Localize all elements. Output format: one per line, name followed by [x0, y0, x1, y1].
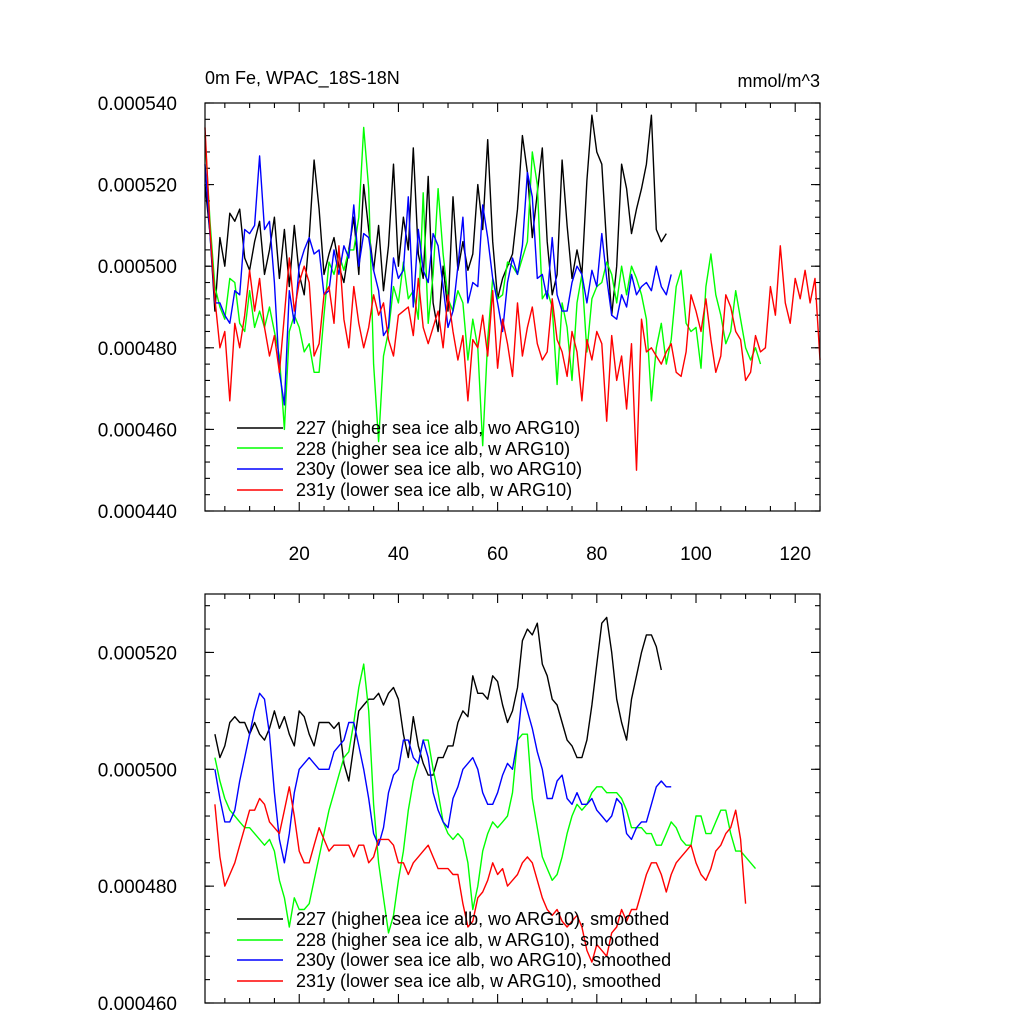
bottom-plot-frame	[204, 593, 821, 1004]
y-tick-label: 0.000500	[98, 760, 177, 781]
legend-label-228-smoothed: 228 (higher sea ice alb, w ARG10), smoot…	[296, 930, 659, 950]
units-label: mmol/m^3	[738, 71, 820, 91]
x-tick-label: 40	[388, 544, 409, 565]
series-line-1	[214, 616, 662, 782]
series-line-2	[214, 663, 757, 934]
series-line-4	[204, 127, 821, 471]
x-tick-label: 100	[680, 544, 712, 565]
x-tick-label: 120	[779, 544, 811, 565]
legend-label-230y: 230y (lower sea ice alb, wo ARG10)	[296, 459, 582, 479]
chart-title: 0m Fe, WPAC_18S-18N	[205, 68, 400, 89]
series-line-3	[214, 692, 672, 864]
y-tick-label: 0.000480	[98, 339, 177, 360]
legend-label-231y: 231y (lower sea ice alb, w ARG10)	[296, 480, 572, 500]
legend-label-227: 227 (higher sea ice alb, wo ARG10)	[296, 418, 580, 438]
bottom-axis-ticks: 0.000460 0.000480 0.000500 0.000520	[98, 594, 821, 1015]
y-tick-label: 0.000440	[98, 502, 177, 523]
series-line-4	[214, 786, 747, 963]
top-axis-ticks: 0.000440 0.000460 0.000480 0.000500 0.000520…	[98, 94, 821, 565]
bottom-series-group	[214, 616, 757, 963]
x-tick-label: 20	[289, 544, 310, 565]
x-tick-label: 80	[586, 544, 607, 565]
bottom-panel: 0.000460 0.000480 0.000500 0.000520 227 (hi…	[98, 593, 821, 1015]
legend-label-228: 228 (higher sea ice alb, w ARG10)	[296, 439, 570, 459]
top-series-group	[204, 114, 821, 471]
bottom-legend: 227 (higher sea ice alb, wo ARG10), smoo…	[237, 909, 671, 991]
y-tick-label: 0.000540	[98, 94, 177, 115]
y-tick-label: 0.000460	[98, 420, 177, 441]
series-line-2	[204, 126, 762, 447]
y-tick-label: 0.000500	[98, 257, 177, 278]
legend-label-231y-smoothed: 231y (lower sea ice alb, w ARG10), smoot…	[296, 971, 661, 991]
legend-label-230y-smoothed: 230y (lower sea ice alb, wo ARG10), smoo…	[296, 950, 671, 970]
top-legend: 227 (higher sea ice alb, wo ARG10) 228 (…	[237, 418, 582, 500]
y-tick-label: 0.000460	[98, 994, 177, 1015]
y-tick-label: 0.000520	[98, 643, 177, 664]
legend-label-227-smoothed: 227 (higher sea ice alb, wo ARG10), smoo…	[296, 909, 669, 929]
top-panel: 0m Fe, WPAC_18S-18N mmol/m^3 0.0004400.0…	[98, 68, 821, 565]
y-tick-label: 0.000520	[98, 176, 177, 197]
y-tick-label: 0.000480	[98, 877, 177, 898]
series-line-3	[204, 155, 672, 406]
top-plot-frame	[204, 102, 821, 512]
x-tick-label: 60	[487, 544, 508, 565]
